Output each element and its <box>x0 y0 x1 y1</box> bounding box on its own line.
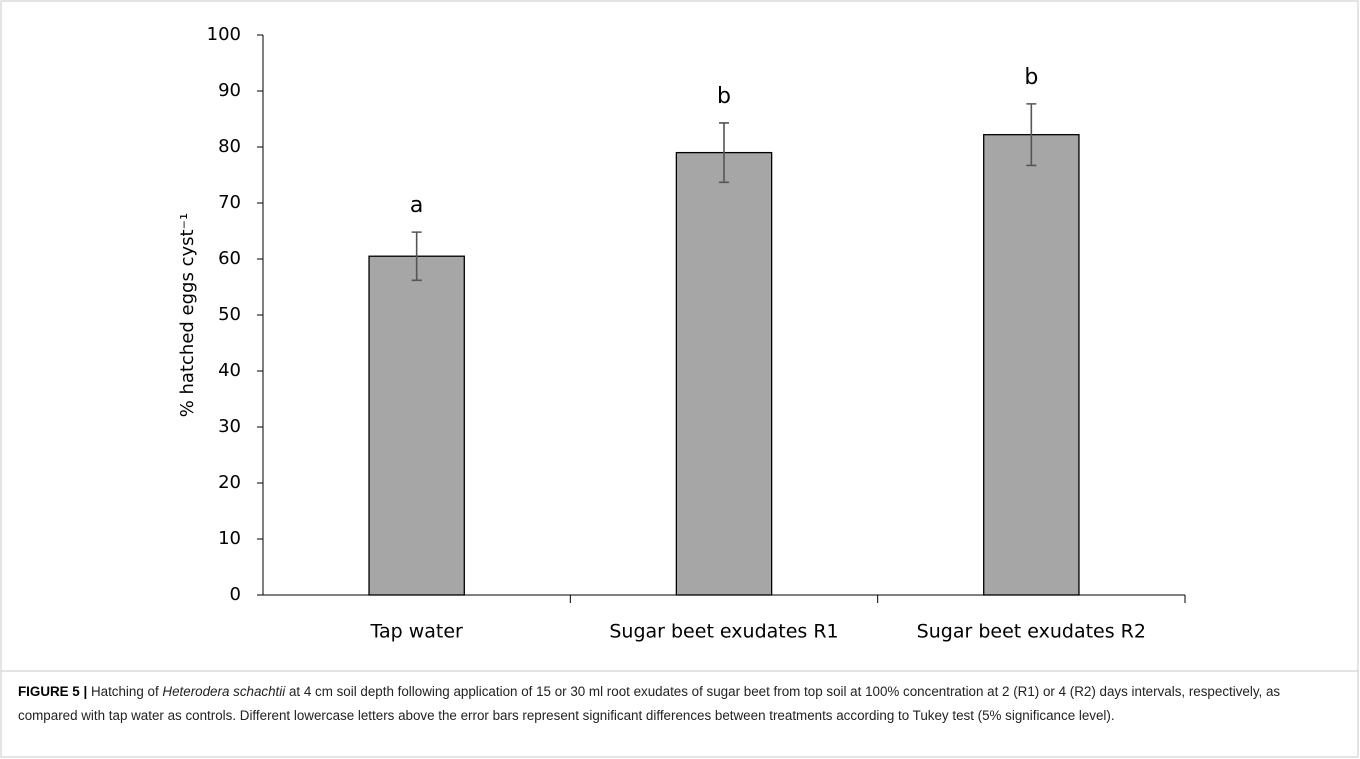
y-tick-label: 0 <box>230 584 241 605</box>
y-tick-label: 80 <box>218 136 241 157</box>
x-tick-label: Sugar beet exudates R1 <box>609 621 838 643</box>
y-tick-label: 90 <box>218 80 241 101</box>
bar <box>983 134 1080 596</box>
significance-letter: b <box>1024 65 1038 90</box>
significance-letter: a <box>410 193 423 218</box>
error-bar <box>719 122 729 184</box>
error-bar <box>1026 103 1037 167</box>
y-tick-label: 30 <box>218 416 241 437</box>
caption: FIGURE 5 | Hatching of Heterodera schach… <box>18 680 1338 728</box>
y-tick-label: 10 <box>218 528 241 549</box>
caption-text: Hatching of <box>87 684 163 699</box>
y-tick-label: 20 <box>218 472 241 493</box>
caption-label: FIGURE 5 | <box>18 684 88 699</box>
y-axis-label: % hatched eggs cyst⁻¹ <box>177 213 198 418</box>
y-tick-label: 40 <box>218 360 241 381</box>
bar <box>675 151 773 596</box>
significance-letter: b <box>717 84 731 109</box>
y-tick-label: 100 <box>207 24 241 45</box>
x-tick-label: Sugar beet exudates R2 <box>917 621 1146 643</box>
caption-text: at 4 cm soil depth following application… <box>18 684 1281 723</box>
y-tick-label: 60 <box>218 248 241 269</box>
y-tick-label: 50 <box>218 304 241 325</box>
y-tick-label: 70 <box>218 192 241 213</box>
bar <box>368 255 465 596</box>
caption-species: Heterodera schachtii <box>162 684 286 699</box>
x-tick-label: Tap water <box>369 621 463 643</box>
error-bar <box>411 231 422 282</box>
